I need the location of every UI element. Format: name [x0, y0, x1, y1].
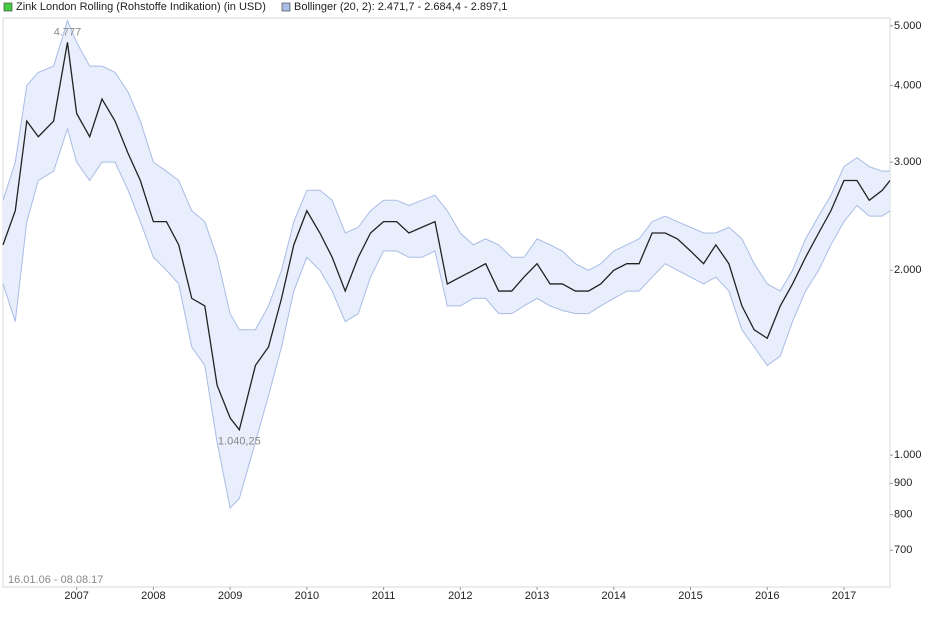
x-tick-label: 2013 — [525, 590, 549, 602]
x-tick-label: 2011 — [372, 590, 396, 602]
y-tick-label: 800 — [894, 509, 912, 521]
plot-frame — [2, 17, 891, 588]
x-tick-label: 2017 — [832, 590, 856, 602]
y-tick-label: 1.000 — [894, 449, 922, 461]
legend-swatch — [281, 2, 291, 12]
bollinger-upper — [2, 19, 890, 331]
bollinger-fill — [3, 20, 890, 509]
date-range: 16.01.06 - 08.08.17 — [8, 574, 103, 586]
x-tick-label: 2010 — [295, 590, 319, 602]
x-tick-label: 2015 — [678, 590, 702, 602]
legend-label: Bollinger (20, 2): 2.471,7 - 2.684,4 - 2… — [294, 1, 507, 13]
x-tick-label: 2012 — [448, 590, 472, 602]
y-tick-label: 700 — [894, 544, 912, 556]
legend-label: Zink London Rolling (Rohstoffe Indikatio… — [16, 1, 266, 13]
min-annotation: 1.040,25 — [218, 436, 261, 448]
x-tick-label: 2007 — [64, 590, 88, 602]
price-line — [2, 42, 891, 432]
y-tick-label: 4.000 — [894, 79, 922, 91]
y-tick-label: 900 — [894, 477, 912, 489]
x-tick-label: 2014 — [602, 590, 626, 602]
bollinger-lower — [2, 127, 891, 510]
y-tick-label: 5.000 — [894, 20, 922, 32]
y-tick-label: 2.000 — [894, 264, 922, 276]
max-annotation: 4.777 — [54, 26, 82, 38]
y-tick-label: 3.000 — [894, 156, 922, 168]
x-tick-label: 2016 — [755, 590, 779, 602]
x-tick-label: 2008 — [141, 590, 165, 602]
x-tick-label: 2009 — [218, 590, 242, 602]
legend-swatch — [3, 2, 13, 12]
